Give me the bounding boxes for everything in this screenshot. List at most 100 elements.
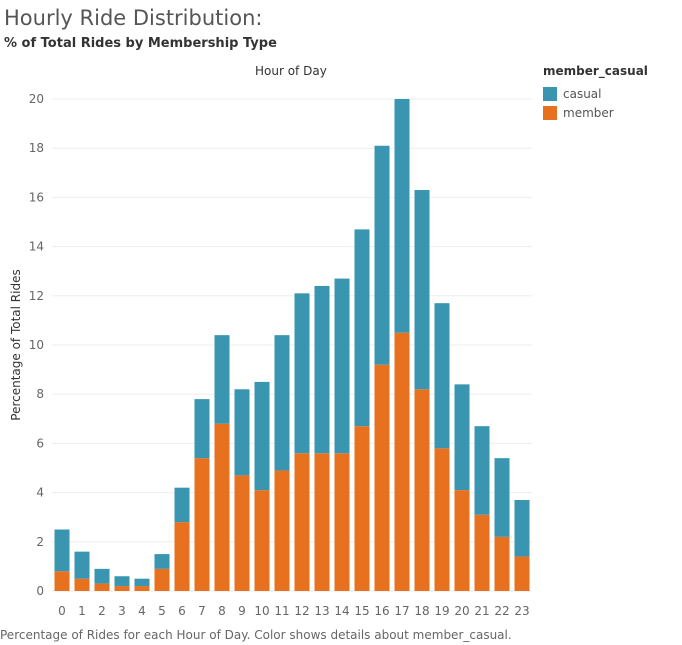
bar-casual-10[interactable]: [254, 381, 270, 491]
bar-member-8[interactable]: [214, 423, 230, 591]
x-axis-label: Hour of Day: [255, 64, 327, 78]
legend: member_casual casual member: [543, 64, 648, 122]
bar-member-6[interactable]: [174, 522, 190, 591]
x-tick-label: 6: [178, 604, 186, 618]
bar-casual-23[interactable]: [514, 499, 530, 557]
x-tick-label: 19: [434, 604, 449, 618]
bar-casual-7[interactable]: [194, 399, 210, 459]
x-tick-label: 0: [58, 604, 66, 618]
x-tick-label: 11: [274, 604, 289, 618]
x-tick-label: 13: [314, 604, 329, 618]
x-tick-label: 4: [138, 604, 146, 618]
bar-casual-21[interactable]: [474, 426, 490, 515]
x-tick-label: 15: [354, 604, 369, 618]
x-tick-label: 7: [198, 604, 206, 618]
bar-member-4[interactable]: [134, 586, 150, 591]
bar-casual-5[interactable]: [154, 554, 170, 569]
bar-casual-13[interactable]: [314, 285, 330, 454]
bar-member-21[interactable]: [474, 514, 490, 591]
y-tick-label: 12: [29, 289, 44, 303]
legend-label-casual: casual: [563, 86, 602, 101]
bar-member-2[interactable]: [94, 583, 110, 591]
legend-item-casual[interactable]: casual: [543, 84, 648, 103]
bar-member-23[interactable]: [514, 556, 530, 591]
x-tick-label: 9: [238, 604, 246, 618]
x-tick-label: 8: [218, 604, 226, 618]
bar-member-7[interactable]: [194, 458, 210, 591]
x-tick-label: 1: [78, 604, 86, 618]
bar-casual-14[interactable]: [334, 278, 350, 454]
x-tick-label: 23: [514, 604, 529, 618]
x-tick-label: 2: [98, 604, 106, 618]
x-tick-label: 5: [158, 604, 166, 618]
bar-casual-0[interactable]: [54, 529, 70, 572]
bar-casual-9[interactable]: [234, 389, 250, 476]
bar-casual-12[interactable]: [294, 293, 310, 454]
y-tick-label: 10: [29, 338, 44, 352]
x-tick-label: 14: [334, 604, 349, 618]
legend-title: member_casual: [543, 64, 648, 78]
bar-member-3[interactable]: [114, 586, 130, 591]
bar-member-10[interactable]: [254, 490, 270, 591]
legend-swatch-casual: [543, 86, 557, 101]
y-tick-label: 8: [36, 387, 44, 401]
bar-member-9[interactable]: [234, 475, 250, 591]
bar-member-11[interactable]: [274, 470, 290, 591]
bar-member-18[interactable]: [414, 389, 430, 591]
gridlines: [52, 98, 532, 592]
bar-casual-17[interactable]: [394, 99, 410, 333]
bar-casual-19[interactable]: [434, 303, 450, 449]
chart-title: Hourly Ride Distribution:: [4, 6, 263, 30]
bar-member-22[interactable]: [494, 536, 510, 591]
legend-label-member: member: [563, 105, 614, 120]
bar-casual-4[interactable]: [134, 578, 150, 587]
bar-member-0[interactable]: [54, 571, 70, 591]
x-tick-label: 16: [374, 604, 389, 618]
x-tick-label: 3: [118, 604, 126, 618]
y-tick-label: 2: [36, 535, 44, 549]
x-tick-label: 21: [474, 604, 489, 618]
y-axis-label: Percentage of Total Rides: [9, 269, 23, 420]
bar-casual-22[interactable]: [494, 458, 510, 537]
bar-member-12[interactable]: [294, 453, 310, 591]
y-tick-label: 18: [29, 141, 44, 155]
bar-member-19[interactable]: [434, 448, 450, 591]
bar-casual-8[interactable]: [214, 335, 230, 424]
bar-casual-3[interactable]: [114, 576, 130, 587]
bar-member-20[interactable]: [454, 490, 470, 591]
y-tick-label: 6: [36, 436, 44, 450]
bar-member-14[interactable]: [334, 453, 350, 591]
y-axis-ticks: 0 2 4 6 8 10 12 14 16 18 20: [29, 92, 44, 598]
bar-member-16[interactable]: [374, 364, 390, 591]
x-tick-label: 10: [254, 604, 269, 618]
x-tick-label: 12: [294, 604, 309, 618]
y-tick-label: 20: [29, 92, 44, 106]
bar-casual-18[interactable]: [414, 190, 430, 390]
bar-member-13[interactable]: [314, 453, 330, 591]
legend-swatch-member: [543, 105, 557, 120]
x-axis-ticks: 0 1 2 3 4 5 6 7 8 9 10 11 12 13 14 15 16 17 18 19 20 21 22 23: [58, 604, 529, 618]
chart-subtitle: % of Total Rides by Membership Type: [4, 36, 277, 51]
bar-casual-15[interactable]: [354, 229, 370, 427]
bar-casual-6[interactable]: [174, 487, 190, 523]
bar-member-5[interactable]: [154, 568, 170, 591]
bar-casual-16[interactable]: [374, 145, 390, 365]
y-tick-label: 4: [36, 486, 44, 500]
x-tick-label: 18: [414, 604, 429, 618]
bar-member-15[interactable]: [354, 426, 370, 591]
bar-casual-1[interactable]: [74, 551, 90, 579]
x-tick-label: 20: [454, 604, 469, 618]
bar-casual-11[interactable]: [274, 335, 290, 471]
bar-member-17[interactable]: [394, 332, 410, 591]
y-tick-label: 0: [36, 584, 44, 598]
bar-casual-20[interactable]: [454, 384, 470, 491]
y-tick-label: 16: [29, 190, 44, 204]
x-tick-label: 22: [494, 604, 509, 618]
y-tick-label: 14: [29, 240, 44, 254]
bar-member-1[interactable]: [74, 578, 90, 591]
bar-casual-2[interactable]: [94, 568, 110, 584]
x-tick-label: 17: [394, 604, 409, 618]
bars: [54, 99, 530, 591]
legend-item-member[interactable]: member: [543, 103, 648, 122]
